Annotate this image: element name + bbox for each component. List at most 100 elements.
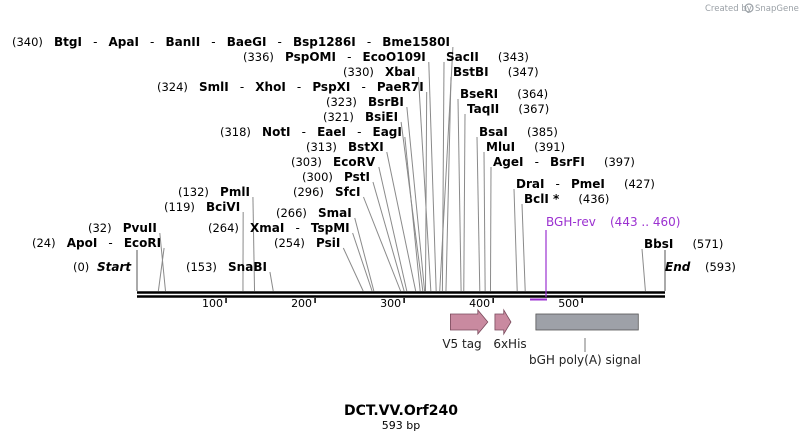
site-324[interactable]: (324) SmlI - XhoI - PspXI - PaeR7I	[157, 76, 424, 95]
enzyme-name: ApaI	[109, 35, 139, 49]
cut-site-lines	[157, 46, 646, 292]
start-position: (0)	[73, 260, 89, 274]
sequence-title: DCT.VV.Orf240	[344, 403, 458, 419]
svg-text:(336) PspOMI -: (336) PspOMI - EcoO109I	[243, 46, 426, 65]
features: V5 tag 6xHis bGH poly(A) signal	[442, 308, 641, 367]
site-436[interactable]: BclI * (436)	[524, 188, 609, 207]
site-266[interactable]: (266) SmaI	[276, 202, 352, 221]
enzyme-name: BanII	[165, 35, 200, 49]
cut-line-24	[157, 247, 165, 292]
primer-range: (443 .. 460)	[610, 215, 680, 229]
credit-brand: SnapGene	[755, 4, 799, 14]
site-264[interactable]: (264) XmaI - TspMI	[208, 217, 350, 236]
site-397[interactable]: AgeI - BsrFI (397)	[493, 151, 635, 170]
ruler-label: 100	[202, 297, 223, 310]
site-340[interactable]: (340) BtgI - ApaI - BanII - BaeGI - Bsp1…	[12, 31, 450, 50]
sequence-backbone	[137, 291, 665, 298]
svg-text:(318) NotI -: (318) NotI - EaeI - EagI	[220, 121, 402, 140]
enzyme-name: Bsp1286I	[293, 35, 356, 49]
ruler-label: 500	[558, 297, 579, 310]
site-385[interactable]: BsaI (385)	[479, 121, 558, 140]
svg-text:(132) PmlI: (132) PmlI	[178, 181, 250, 200]
svg-text:BbsI (571): BbsI (571)	[644, 233, 723, 252]
site-313[interactable]: (313) BstXI	[306, 136, 384, 155]
cut-line-132	[252, 196, 256, 292]
site-336[interactable]: (336) PspOMI - EcoO109I	[243, 46, 426, 65]
sequence-length: 593 bp	[382, 419, 420, 432]
site-300[interactable]: (300) PstI	[302, 166, 370, 185]
cut-line-318	[404, 136, 421, 292]
cut-line-364	[457, 98, 462, 292]
end-label: End	[665, 260, 691, 274]
site-571[interactable]: BbsI (571)	[644, 233, 723, 252]
svg-text:(296) SfcI: (296) SfcI	[293, 181, 360, 200]
ruler-label: 400	[469, 297, 490, 310]
svg-text:(300) PstI: (300) PstI	[302, 166, 370, 185]
site-391[interactable]: MluI (391)	[486, 136, 565, 155]
cut-line-571	[641, 248, 646, 292]
site-303[interactable]: (303) EcoRV	[291, 151, 376, 170]
cut-line-427	[513, 188, 518, 292]
cut-line-324	[424, 91, 428, 292]
site-347[interactable]: BstBI (347)	[453, 61, 539, 80]
ruler-label: 200	[291, 297, 312, 310]
site-318[interactable]: (318) NotI - EaeI - EagI	[220, 121, 402, 140]
site-427[interactable]: DraI - PmeI (427)	[516, 173, 655, 192]
svg-text:BseRI (364): BseRI (364)	[460, 83, 548, 102]
snapgene-logo-icon	[744, 3, 754, 13]
svg-text:SacII (343): SacII (343)	[446, 46, 529, 65]
start-label: Start	[97, 260, 132, 274]
feature-v5-tag[interactable]: V5 tag	[442, 308, 489, 351]
cut-line-313	[386, 151, 417, 292]
feature-bgh-polya[interactable]: bGH poly(A) signal	[529, 313, 641, 367]
svg-text:(266) SmaI: (266) SmaI	[276, 202, 352, 221]
svg-text:(303) EcoRV: (303) EcoRV	[291, 151, 376, 170]
start-marker: (0) Start	[73, 250, 138, 291]
site-330[interactable]: (330) XbaI	[343, 61, 415, 80]
feature-6xhis[interactable]: 6xHis	[493, 308, 527, 351]
cut-line-254	[342, 247, 364, 292]
site-321[interactable]: (321) BsiEI	[323, 106, 398, 125]
snapgene-credit: Created by SnapGene	[705, 3, 799, 14]
cut-line-330	[417, 76, 432, 292]
svg-text:(24) ApoI -: (24) ApoI - EcoRI	[32, 232, 161, 251]
svg-text:TaqII (367): TaqII (367)	[467, 98, 549, 117]
cut-line-266	[354, 217, 375, 292]
enzyme-name: Bme1580I	[382, 35, 450, 49]
site-367[interactable]: TaqII (367)	[467, 98, 549, 117]
cut-line-367	[463, 113, 466, 292]
enzyme-name: BaeGI	[227, 35, 267, 49]
enzyme-labels-left: (340) BtgI - ApaI - BanII - BaeGI - Bsp1…	[12, 31, 450, 275]
enzyme-labels-right: SacII (343) BstBI (347) BseRI (364) TaqI…	[446, 46, 723, 252]
site-364[interactable]: BseRI (364)	[460, 83, 548, 102]
site-position: (340)	[12, 35, 43, 49]
svg-text:MluI (391): MluI (391)	[486, 136, 565, 155]
site-323[interactable]: (323) BsrBI	[326, 91, 404, 110]
credit-prefix: Created by	[705, 4, 752, 14]
site-24[interactable]: (24) ApoI - EcoRI	[32, 232, 161, 251]
svg-text:AgeI - BsrFI: AgeI - BsrFI (397)	[493, 151, 635, 170]
svg-text:(119) BciVI: (119) BciVI	[164, 196, 240, 215]
ruler-label: 300	[380, 297, 401, 310]
site-296[interactable]: (296) SfcI	[293, 181, 360, 200]
cut-line-397	[489, 166, 492, 292]
cut-line-391	[483, 151, 486, 292]
svg-text:BstBI (347): BstBI (347)	[453, 61, 539, 80]
svg-text:(313) BstXI: (313) BstXI	[306, 136, 384, 155]
cut-line-347	[445, 76, 452, 292]
svg-text:(324) SmlI -: (324) SmlI - XhoI - PspXI - PaeR7I	[157, 76, 424, 95]
site-343[interactable]: SacII (343)	[446, 46, 529, 65]
site-119[interactable]: (119) BciVI	[164, 196, 240, 215]
svg-text:(340) BtgI -: (340) BtgI - ApaI - BanII - BaeGI - Bsp1…	[12, 31, 450, 50]
site-32[interactable]: (32) PvuII	[88, 217, 157, 236]
site-254[interactable]: (254) PsiI	[274, 232, 340, 251]
primer-bgh-rev[interactable]: BGH-rev (443 .. 460)	[530, 215, 680, 301]
end-marker: End (593)	[664, 250, 736, 291]
cut-line-300	[372, 181, 405, 292]
cut-line-343	[441, 61, 445, 292]
site-132[interactable]: (132) PmlI	[178, 181, 250, 200]
end-position: (593)	[705, 260, 736, 274]
feature-label: 6xHis	[493, 337, 526, 351]
primer-name: BGH-rev	[546, 215, 596, 229]
site-153[interactable]: (153) SnaBI	[186, 256, 267, 275]
